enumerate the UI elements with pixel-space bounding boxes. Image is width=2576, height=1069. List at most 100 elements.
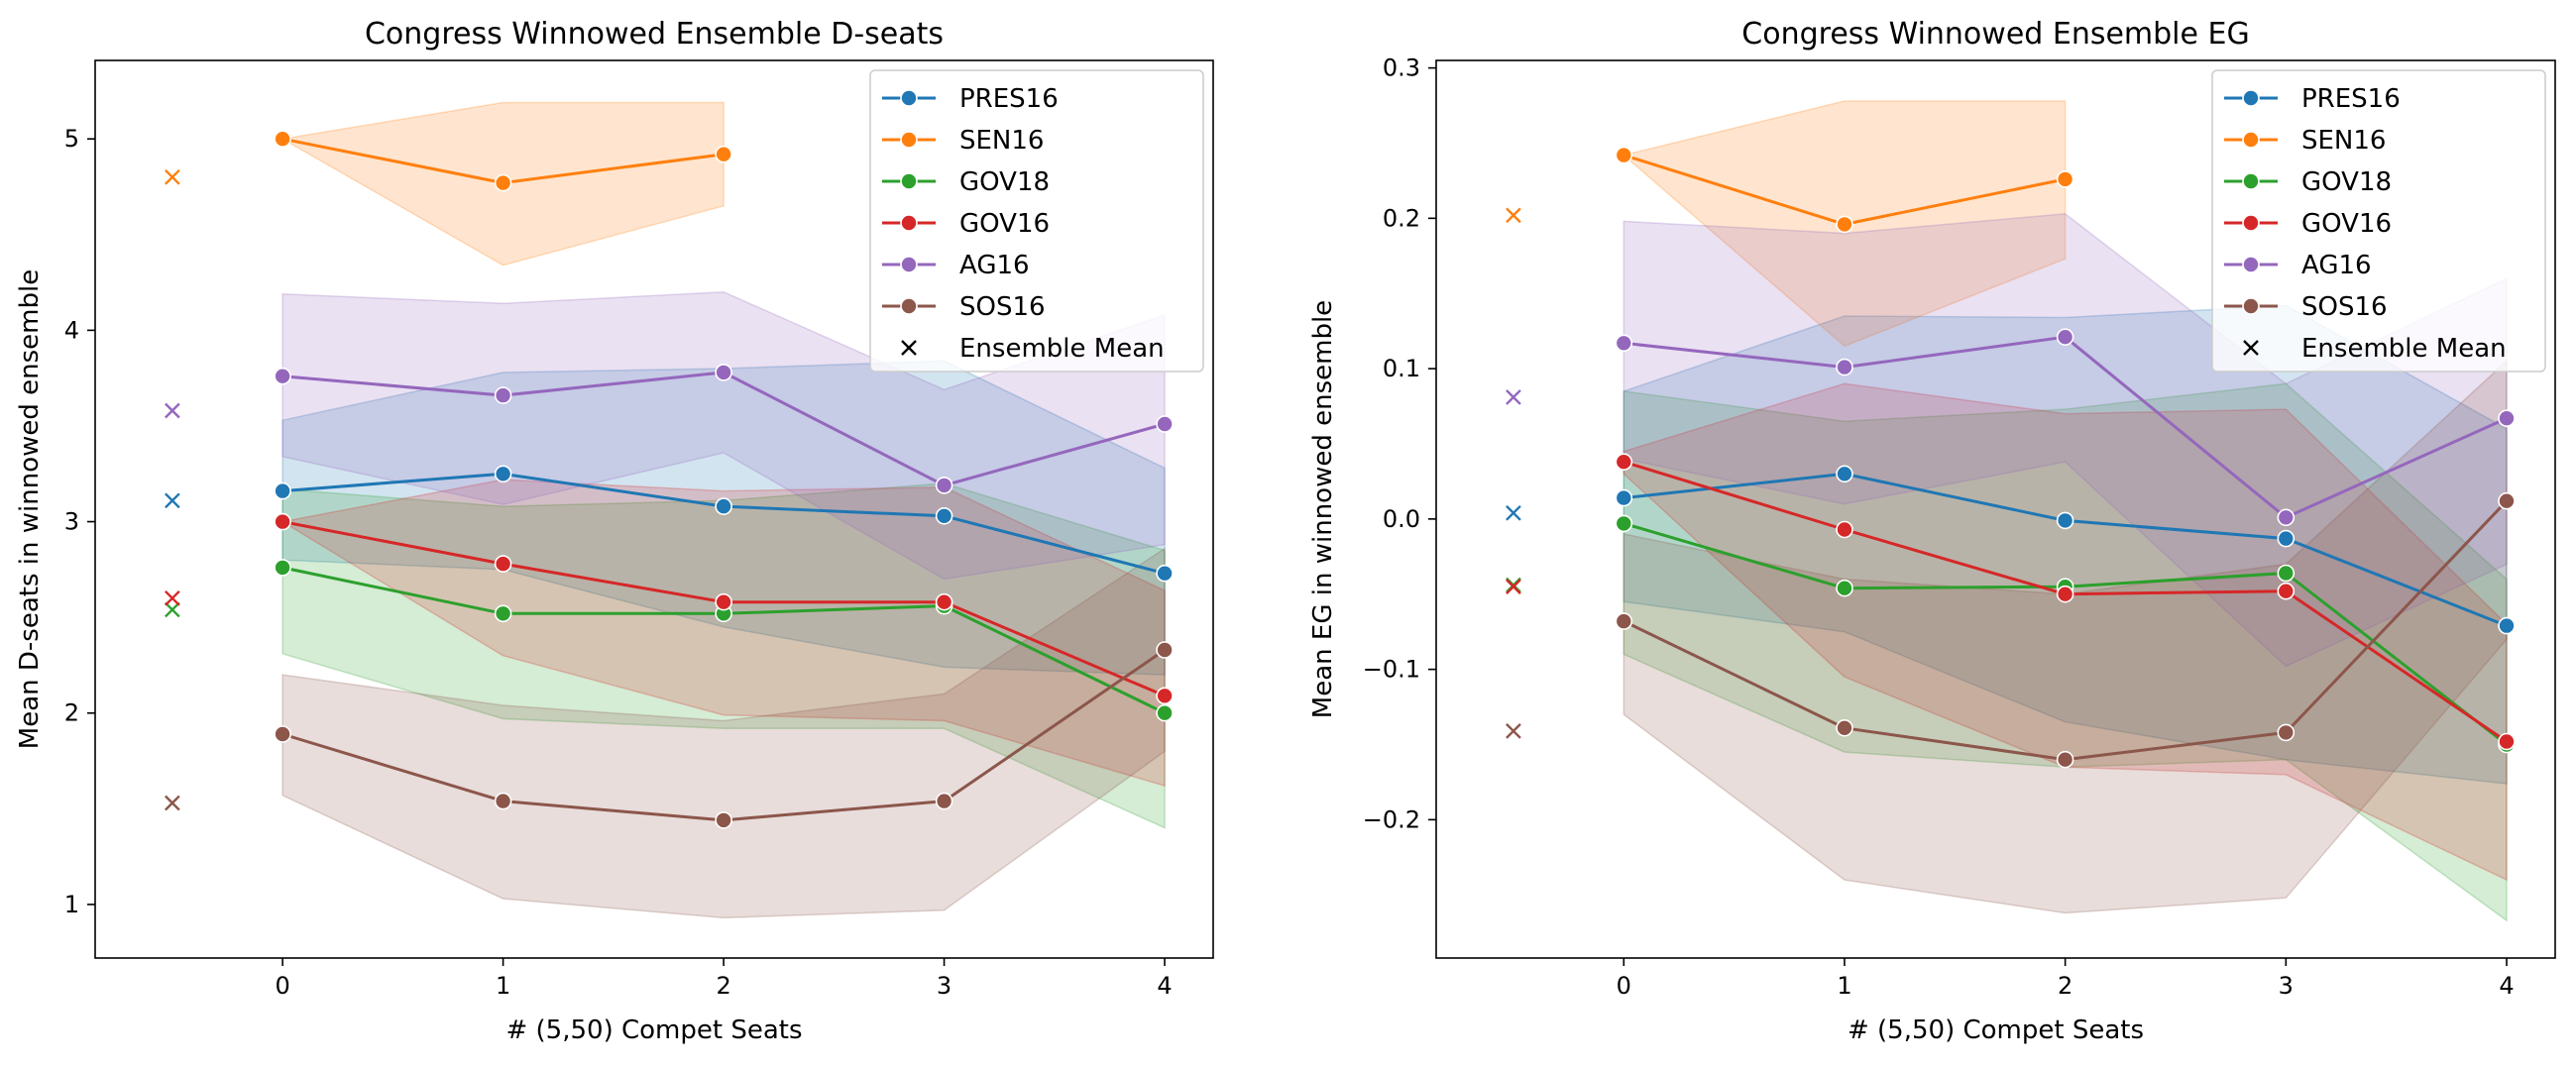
point-sen16 <box>2056 170 2074 188</box>
legend-marker-gov18 <box>2242 172 2260 190</box>
legend-label-ensemble-mean: Ensemble Mean <box>2301 334 2507 364</box>
point-gov16 <box>2056 585 2074 603</box>
x-tick-label: 1 <box>496 972 510 1000</box>
point-gov18 <box>274 559 291 577</box>
point-ag16 <box>1156 415 1174 433</box>
legend-label: AG16 <box>959 251 1030 280</box>
point-ag16 <box>2056 328 2074 347</box>
legend-marker-gov16 <box>900 214 918 232</box>
point-pres16 <box>715 497 732 515</box>
point-sos16 <box>274 725 291 743</box>
point-ag16 <box>1836 358 1853 376</box>
legend: PRES16 SEN16 GOV18 GOV16 AG16 SOS16 Ensemble M… <box>869 69 1204 373</box>
point-sen16 <box>1836 215 1853 234</box>
x-tick-label: 3 <box>2279 972 2294 1000</box>
legend-marker-pres16 <box>2242 89 2260 107</box>
ensemble-mean-pres16 <box>165 492 180 509</box>
band-sos16 <box>281 547 1166 919</box>
y-tick-label: 1 <box>64 891 79 918</box>
ensemble-means <box>165 168 180 811</box>
point-pres16 <box>2498 616 2516 635</box>
point-gov16 <box>274 512 291 531</box>
legend-marker-pres16 <box>900 89 918 107</box>
legend-marker-ag16 <box>900 256 918 273</box>
point-sos16 <box>715 811 732 829</box>
legend-label: PRES16 <box>2301 84 2401 114</box>
x-axis: 0 1 2 3 4 # (5,50) Compet Seats <box>275 958 1173 1045</box>
ensemble-mean-gov18 <box>165 601 180 618</box>
legend-label: SEN16 <box>959 126 1044 156</box>
point-gov18 <box>2277 564 2296 583</box>
point-sen16 <box>1615 146 1633 164</box>
x-tick-label: 3 <box>937 972 952 1000</box>
legend-label: GOV18 <box>959 167 1050 197</box>
x-tick-label: 2 <box>2058 972 2072 1000</box>
ensemble-mean-sos16 <box>1506 722 1521 739</box>
point-sen16 <box>715 145 732 163</box>
point-ag16 <box>494 386 512 404</box>
y-tick-label: 0.3 <box>1383 54 1420 82</box>
point-pres16 <box>274 481 291 500</box>
point-gov16 <box>1156 687 1174 705</box>
point-sos16 <box>1836 718 1853 737</box>
legend-ensemble-x-icon <box>901 340 917 356</box>
point-gov18 <box>1156 703 1174 722</box>
panel-d-seats: 0 1 2 3 4 # (5,50) Compet Seats 1 2 3 4 5 Mean D-se… <box>15 17 1214 1045</box>
point-pres16 <box>1156 564 1174 583</box>
y-tick-label: 0.0 <box>1383 505 1420 533</box>
point-pres16 <box>2056 511 2074 530</box>
ensemble-mean-ag16 <box>165 402 180 419</box>
ensemble-mean-gov16 <box>165 589 180 606</box>
point-gov18 <box>1615 514 1633 533</box>
legend-marker-gov16 <box>2242 214 2260 232</box>
legend-marker-ag16 <box>2242 256 2260 273</box>
band-sos16 <box>1623 359 2508 914</box>
axes-frame <box>94 59 1214 959</box>
point-gov16 <box>1615 453 1633 472</box>
panel-eg: 0 1 2 3 4 # (5,50) Compet Seats −0.2 −0.1 0.0 0.1… <box>1308 17 2556 1045</box>
ensemble-means <box>1506 207 1521 739</box>
legend-marker-sos16 <box>2242 297 2260 315</box>
chart-title: Congress Winnowed Ensemble EG <box>1741 17 2249 52</box>
point-ag16 <box>935 477 953 494</box>
point-sen16 <box>274 130 291 148</box>
confidence-bands <box>1622 100 2508 922</box>
legend-label: SEN16 <box>2301 126 2386 156</box>
ensemble-mean-sos16 <box>165 795 180 811</box>
point-sos16 <box>1615 612 1633 630</box>
y-axis-label: Mean D-seats in winnowed ensemble <box>15 269 45 749</box>
point-ag16 <box>2277 508 2296 527</box>
point-sos16 <box>935 792 953 810</box>
point-gov16 <box>1836 520 1853 539</box>
legend-label-ensemble-mean: Ensemble Mean <box>959 334 1165 364</box>
legend-label: GOV18 <box>2301 167 2392 197</box>
point-sos16 <box>2498 491 2516 510</box>
point-gov16 <box>935 592 953 611</box>
legend-label: GOV16 <box>959 209 1050 239</box>
y-tick-label: 2 <box>64 699 79 727</box>
point-ag16 <box>1615 334 1633 353</box>
ensemble-mean-sen16 <box>165 168 180 185</box>
point-pres16 <box>494 465 512 483</box>
point-pres16 <box>935 506 953 525</box>
series-markers <box>274 130 1174 829</box>
x-tick-label: 4 <box>1157 972 1172 1000</box>
point-sos16 <box>2056 750 2074 769</box>
point-ag16 <box>715 364 732 381</box>
chart-title: Congress Winnowed Ensemble D-seats <box>365 17 944 52</box>
point-gov16 <box>715 592 732 611</box>
point-gov16 <box>2498 732 2516 751</box>
point-sen16 <box>494 173 512 192</box>
point-pres16 <box>1615 488 1633 507</box>
legend-marker-sen16 <box>900 131 918 149</box>
y-axis: −0.2 −0.1 0.0 0.1 0.2 0.3 Mean EG in winnowed … <box>1308 54 1436 833</box>
legend-marker-sen16 <box>2242 131 2260 149</box>
legend-label: AG16 <box>2301 251 2372 280</box>
y-axis-label: Mean EG in winnowed ensemble <box>1308 300 1338 718</box>
band-gov16 <box>1623 382 2508 882</box>
y-tick-label: −0.2 <box>1363 805 1420 833</box>
legend-marker-sos16 <box>900 297 918 315</box>
x-axis-label: # (5,50) Compet Seats <box>505 1016 802 1045</box>
